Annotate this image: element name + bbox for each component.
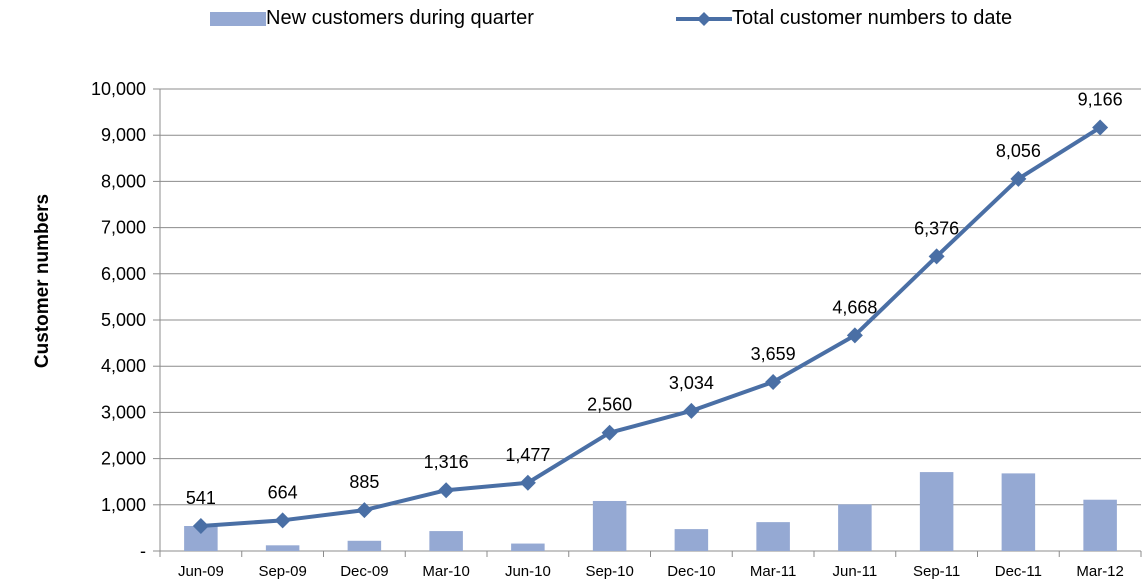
- x-tick-label: Dec-09: [340, 563, 388, 580]
- y-tick-label: 1,000: [101, 495, 146, 515]
- data-label: 664: [268, 482, 298, 502]
- y-tick-label: 4,000: [101, 356, 146, 376]
- y-tick-label: 5,000: [101, 310, 146, 330]
- x-tick-label: Dec-10: [667, 563, 715, 580]
- x-tick-label: Mar-11: [750, 563, 796, 580]
- x-tick-label: Mar-12: [1076, 563, 1124, 580]
- y-tick-label: 9,000: [101, 125, 146, 145]
- bar: [919, 472, 954, 551]
- bar: [756, 522, 790, 551]
- bar: [511, 543, 545, 551]
- data-point-marker: [683, 402, 700, 419]
- y-tick-label: 10,000: [91, 79, 146, 99]
- bar: [1083, 499, 1117, 551]
- data-label: 541: [186, 488, 216, 508]
- bar: [838, 504, 872, 551]
- legend-item-line: Total customer numbers to date: [676, 7, 1012, 30]
- data-label: 885: [349, 472, 379, 492]
- legend: New customers during quarter Total custo…: [0, 7, 1146, 37]
- x-tick-label: Mar-10: [422, 563, 470, 580]
- series-line: [200, 125, 1102, 529]
- bar: [265, 545, 300, 551]
- y-tick-label: -: [140, 541, 146, 561]
- y-tick-label: 8,000: [101, 171, 146, 191]
- data-point-marker: [1010, 170, 1027, 187]
- x-tick-label: Jun-11: [832, 563, 877, 580]
- data-point-marker: [356, 502, 373, 519]
- data-point-marker: [601, 424, 618, 441]
- data-label: 2,560: [587, 395, 632, 415]
- x-tick-label: Sep-10: [585, 563, 633, 580]
- legend-bar-swatch: [210, 11, 266, 26]
- legend-line-swatch: [676, 11, 732, 26]
- data-label: 1,316: [424, 452, 469, 472]
- data-point-marker: [765, 373, 782, 390]
- bar: [347, 540, 382, 551]
- data-label: 8,056: [996, 141, 1041, 161]
- data-label: 6,376: [914, 218, 959, 238]
- y-tick-label: 2,000: [101, 449, 146, 469]
- data-point-marker: [1092, 119, 1109, 136]
- legend-label-line: Total customer numbers to date: [732, 7, 1013, 29]
- y-tick-label: 3,000: [101, 402, 146, 422]
- data-label: 3,034: [669, 373, 714, 393]
- x-tick-label: Jun-09: [178, 563, 224, 580]
- data-point-marker: [846, 327, 863, 344]
- data-point-marker: [928, 248, 945, 265]
- x-tick-label: Dec-11: [995, 563, 1042, 580]
- x-tick-label: Sep-09: [258, 563, 306, 580]
- x-tick-label: Sep-11: [913, 563, 960, 580]
- data-label: 3,659: [751, 344, 796, 364]
- data-point-marker: [192, 518, 209, 535]
- data-label: 4,668: [832, 297, 877, 317]
- bar: [674, 529, 709, 551]
- bar: [429, 531, 463, 551]
- data-point-marker: [519, 474, 536, 491]
- bar: [1001, 473, 1036, 551]
- y-tick-label: 7,000: [101, 218, 146, 238]
- data-label: 9,166: [1078, 90, 1123, 110]
- data-point-marker: [438, 482, 455, 499]
- data-point-marker: [274, 512, 291, 529]
- bar: [592, 500, 627, 551]
- y-tick-label: 6,000: [101, 264, 146, 284]
- x-tick-label: Jun-10: [505, 563, 551, 580]
- legend-label-bars: New customers during quarter: [266, 7, 534, 29]
- legend-item-bars: New customers during quarter: [210, 7, 534, 30]
- data-label: 1,477: [505, 445, 550, 465]
